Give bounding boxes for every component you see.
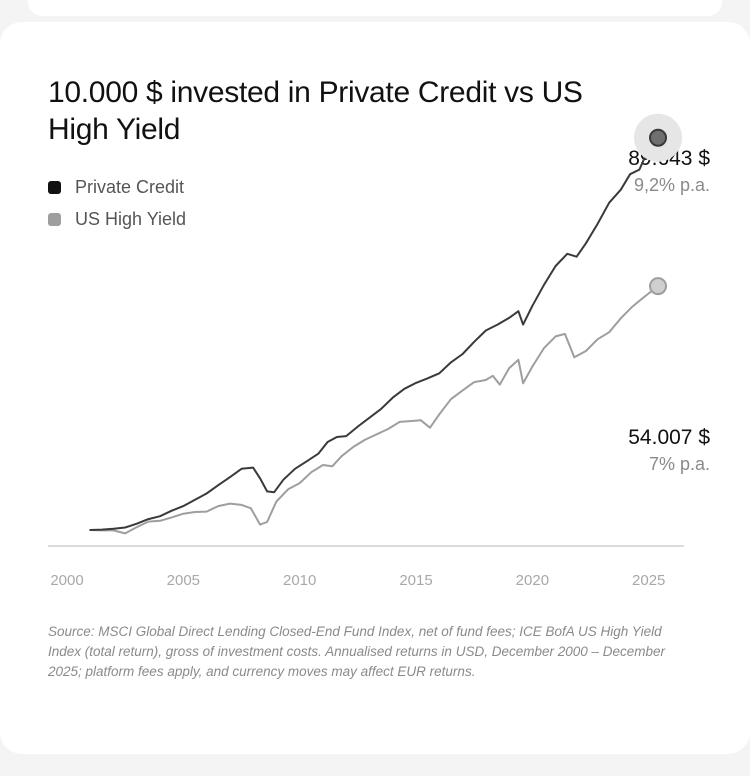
x-tick-label: 2000 [50,572,83,589]
us-high-yield-end-value: 54.007 $ [628,426,710,449]
legend-label-us-high-yield: US High Yield [75,208,187,229]
x-tick-label: 2015 [399,572,432,589]
end-marker-private-credit [649,128,668,147]
x-tick-label: 2010 [283,572,316,589]
x-tick-label: 2025 [632,572,665,589]
header-strip [28,0,722,16]
legend-label-private-credit: Private Credit [75,176,185,197]
source-note: Source: MSCI Global Direct Lending Close… [48,624,666,679]
end-marker-us-high-yield [649,277,668,296]
chart-card [0,22,750,754]
us-high-yield-end-rate: 7% p.a. [648,454,710,474]
series-line-us-high-yield [89,285,659,535]
x-tick-label: 2020 [516,572,549,589]
chart-title: 10.000 $ invested in Private Credit vs U… [48,76,583,146]
x-tick-label: 2005 [167,572,200,589]
series-line-private-credit [89,136,659,531]
legend-swatch-private-credit [48,180,61,194]
private-credit-end-rate: 9,2% p.a. [633,175,710,195]
legend-item-us-high-yield: US High Yield [48,208,186,230]
legend-item-private-credit: Private Credit [48,176,184,198]
legend-swatch-us-high-yield [48,212,61,226]
